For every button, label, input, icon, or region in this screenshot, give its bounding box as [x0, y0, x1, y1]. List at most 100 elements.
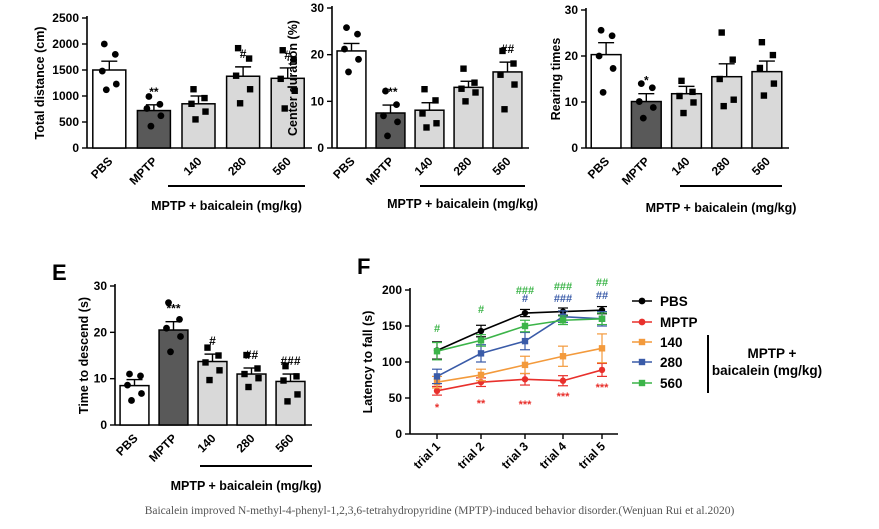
y-axis-label: Latency to fall (s) [361, 311, 375, 414]
data-point [462, 98, 469, 105]
group-label: MPTP + baicalein (mg/kg) [646, 201, 797, 215]
figure-caption: Baicalein improved N-methyl-4-phenyl-1,2… [144, 505, 735, 517]
data-point [254, 365, 261, 372]
data-point [394, 118, 401, 126]
data-point [245, 383, 252, 391]
bar-140 [181, 103, 216, 149]
category-label: 560 [749, 154, 773, 178]
significance-mptp: *** [557, 391, 571, 403]
category-label: MPTP [363, 154, 396, 187]
data-point [676, 92, 683, 100]
data-point [499, 47, 506, 55]
legend-marker [638, 379, 646, 387]
data-point [559, 317, 567, 324]
data-point [98, 67, 106, 75]
significance-560: # [434, 323, 440, 335]
category-label: 560 [273, 431, 297, 455]
significance-mark: ### [280, 354, 300, 368]
y-axis-label: Total distance (cm) [33, 27, 47, 140]
data-point [521, 309, 529, 317]
data-point [597, 26, 605, 34]
significance-mptp: * [435, 402, 440, 414]
data-point [234, 44, 242, 52]
data-point [216, 367, 223, 374]
y-tick-label: 1000 [52, 89, 79, 103]
significance-mark: ## [245, 348, 259, 362]
data-point [163, 324, 170, 332]
significance-mptp: *** [596, 382, 610, 394]
legend: PBS MPTP 140 280 560 MPTP + baicalein (mg/kg) [632, 294, 822, 393]
data-point [156, 100, 164, 108]
category-label: trial 3 [499, 439, 532, 472]
y-tick-label: 0 [317, 141, 324, 155]
data-point [756, 64, 764, 72]
data-point [204, 344, 211, 351]
data-point [637, 80, 645, 87]
data-point [206, 376, 213, 384]
significance-560: ### [554, 281, 572, 293]
category-label: trial 5 [576, 439, 609, 472]
data-point [355, 55, 362, 63]
data-point [716, 75, 723, 83]
data-point [147, 122, 155, 130]
data-point [432, 97, 439, 104]
data-point [165, 299, 172, 307]
data-point [718, 29, 725, 36]
bar-280 [236, 373, 267, 426]
data-point [190, 86, 197, 93]
data-point [423, 124, 430, 131]
category-label: PBS [330, 154, 357, 181]
data-point [648, 84, 656, 92]
legend-label: 560 [660, 376, 683, 391]
data-point [609, 65, 617, 72]
data-point [510, 60, 517, 67]
category-label: trial 2 [455, 439, 488, 472]
bar-panel-1: 0 500 1000 1500 2000 2500 Total distance (cm) P… [33, 11, 312, 213]
data-point [128, 397, 135, 404]
data-point [176, 315, 183, 323]
legend-marker [638, 338, 646, 346]
data-point [277, 75, 284, 83]
data-point [245, 55, 253, 62]
group-label: MPTP + baicalein (mg/kg) [151, 199, 302, 213]
data-point [201, 94, 208, 102]
y-tick-label: 20 [94, 325, 108, 339]
panel-label: E [52, 260, 67, 285]
data-point [280, 377, 287, 384]
data-point [241, 370, 248, 378]
data-point [124, 381, 131, 389]
significance-mark: # [240, 47, 247, 61]
data-point [290, 56, 297, 63]
legend-group-label: MPTP + [748, 346, 797, 361]
data-point [421, 86, 428, 93]
data-point [215, 352, 222, 359]
data-point [188, 100, 195, 107]
data-point [678, 77, 685, 85]
data-point [393, 101, 400, 108]
data-point [294, 391, 301, 398]
y-tick-label: 1500 [52, 63, 79, 77]
y-tick-label: 150 [382, 319, 402, 333]
y-tick-label: 30 [94, 279, 108, 293]
data-point [639, 114, 647, 122]
data-point [145, 93, 153, 100]
series-pbs [432, 305, 607, 360]
category-label: 560 [270, 154, 294, 178]
line-panel-f: F 0 50 100 150 200 Latency to fall (s) trial 1 t… [357, 254, 822, 472]
y-tick-label: 20 [565, 49, 579, 63]
data-point [433, 348, 441, 355]
category-label: trial 1 [411, 439, 444, 472]
data-point [521, 361, 529, 369]
bar-mptp [630, 100, 662, 149]
bar-panel-2: 0 10 20 30 Center duration (%) PBS *** MPTP 140 2… [286, 1, 538, 211]
series-line [436, 369, 603, 392]
data-point [243, 351, 250, 359]
series-mptp [432, 362, 607, 396]
significance-mark: ** [149, 85, 159, 99]
legend-group-label: baicalein (mg/kg) [712, 363, 822, 378]
data-point [138, 390, 145, 397]
data-point [232, 72, 240, 79]
y-tick-label: 30 [565, 3, 579, 17]
data-point [497, 71, 504, 78]
y-tick-label: 20 [311, 48, 325, 62]
